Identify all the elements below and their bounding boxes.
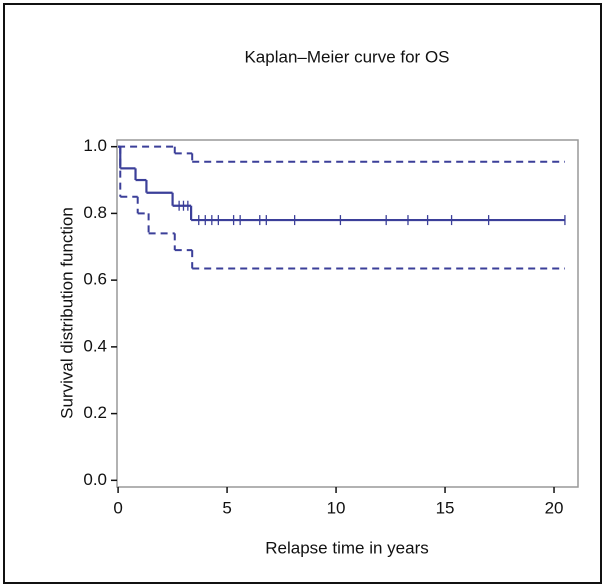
y-tick-label: 0.8 bbox=[83, 203, 107, 222]
y-axis-label: Survival distribution function bbox=[57, 207, 76, 419]
chart-title: Kaplan–Meier curve for OS bbox=[244, 47, 449, 66]
y-tick-label: 0.0 bbox=[83, 470, 107, 489]
y-tick-label: 1.0 bbox=[83, 136, 107, 155]
x-axis-label: Relapse time in years bbox=[265, 538, 428, 557]
plot-area bbox=[116, 139, 579, 488]
y-tick-label: 0.6 bbox=[83, 270, 107, 289]
x-tick-label: 5 bbox=[222, 498, 231, 517]
y-tick-label: 0.2 bbox=[83, 403, 107, 422]
x-tick-label: 15 bbox=[436, 498, 455, 517]
x-tick-label: 10 bbox=[327, 498, 346, 517]
frame bbox=[3, 3, 602, 584]
y-tick-label: 0.4 bbox=[83, 336, 107, 355]
x-tick-label: 0 bbox=[113, 498, 122, 517]
x-tick-label: 20 bbox=[545, 498, 564, 517]
